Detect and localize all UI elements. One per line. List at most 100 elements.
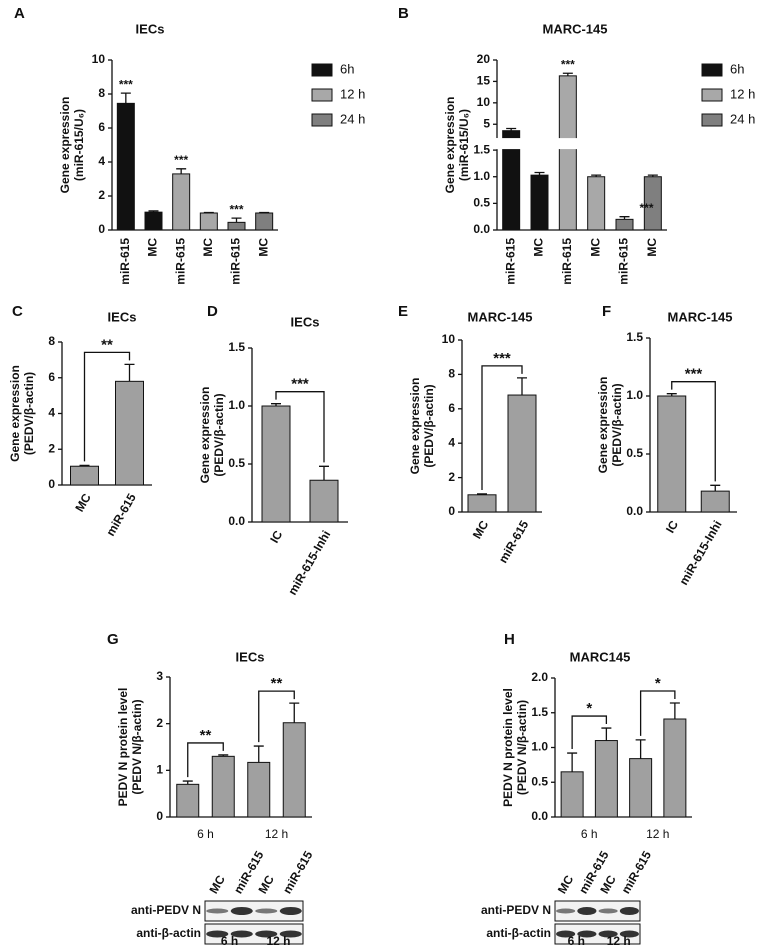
significance: *** <box>685 366 703 383</box>
x-tick-label: IC <box>663 518 681 536</box>
blot-band <box>279 930 302 938</box>
y-tick-label: 0 <box>98 222 105 236</box>
error-bar <box>182 780 193 785</box>
y-tick-label: 2 <box>98 188 105 202</box>
bar <box>594 740 618 818</box>
panel-letter: A <box>14 5 25 22</box>
blot-frame <box>204 900 304 922</box>
x-group-label: 12 h <box>265 827 288 841</box>
error-bar <box>517 377 527 396</box>
blot-band <box>556 930 576 938</box>
significance-bracket <box>83 351 131 462</box>
blot-band <box>556 908 576 914</box>
bar <box>172 173 191 231</box>
x-tick-label: miR-615-Inhi <box>285 528 333 597</box>
y-tick-label: 8 <box>48 334 55 348</box>
x-tick-label: IC <box>267 528 285 546</box>
legend-swatch <box>701 63 723 77</box>
bar <box>467 494 497 513</box>
significance: *** <box>639 201 653 215</box>
x-tick-label: MC <box>532 238 546 257</box>
x-tick-label: miR-615 <box>173 238 187 285</box>
blot-band <box>577 907 597 915</box>
bar <box>261 405 291 523</box>
error-bar <box>506 127 517 131</box>
bar <box>247 761 271 818</box>
error-bar <box>120 92 131 104</box>
y-tick-label: 2.0 <box>531 670 548 684</box>
chart-title: IECs <box>108 309 137 324</box>
y-tick-label: 6 <box>448 401 455 415</box>
bar <box>309 479 339 523</box>
significance: *** <box>561 57 575 71</box>
x-tick-label: miR-615 <box>103 491 139 539</box>
significance-bracket <box>639 690 676 736</box>
error-bar <box>647 174 658 177</box>
y-tick-label: 10 <box>477 95 491 109</box>
legend-swatch <box>701 113 723 127</box>
blot-band <box>255 930 278 938</box>
bar <box>558 75 577 231</box>
blot-band <box>619 907 639 915</box>
bar <box>560 771 584 818</box>
bar <box>115 380 144 486</box>
significance: ** <box>200 727 212 744</box>
y-axis-label: Gene expression <box>8 365 22 462</box>
legend-label: 6h <box>340 61 354 76</box>
error-bar <box>289 702 300 723</box>
x-tick-label: miR-615 <box>118 238 132 285</box>
x-tick-label: miR-615 <box>503 238 517 285</box>
y-tick-label: 1 <box>156 763 163 777</box>
y-tick-label: 4 <box>98 154 105 168</box>
blot-band <box>598 930 618 938</box>
error-bar <box>601 727 612 741</box>
legend-label: 6h <box>730 61 744 76</box>
significance: *** <box>119 77 133 91</box>
blot-band <box>619 930 639 938</box>
chart-title: IECs <box>291 314 320 329</box>
y-tick-label: 1.5 <box>228 340 245 354</box>
significance: ** <box>271 675 283 692</box>
y-axis-label: PEDV N protein level <box>116 688 130 807</box>
y-tick-label: 0 <box>448 504 455 518</box>
y-tick-label: 1.0 <box>473 169 490 183</box>
error-bar <box>635 739 646 759</box>
legend-label: 12 h <box>730 86 755 101</box>
blot-row-label: anti-β-actin <box>486 926 551 940</box>
bar <box>663 718 687 818</box>
error-bar <box>231 217 242 223</box>
axis-break <box>491 138 667 150</box>
y-tick-label: 0.5 <box>626 446 643 460</box>
y-tick-label: 0.0 <box>228 514 245 528</box>
y-tick-label: 0.5 <box>531 774 548 788</box>
bar <box>530 174 549 231</box>
blot-time-label: 12 h <box>607 934 631 948</box>
error-bar <box>253 745 264 763</box>
y-tick-label: 6 <box>48 370 55 384</box>
error-bar <box>534 171 545 176</box>
blot-time-label: 6 h <box>568 934 585 948</box>
y-tick-label: 2 <box>448 470 455 484</box>
chart-title: MARC145 <box>570 649 631 664</box>
x-tick-label: MC <box>645 238 659 257</box>
bar <box>144 211 163 231</box>
blot-band <box>230 907 253 915</box>
legend-label: 12 h <box>340 86 365 101</box>
bar <box>700 490 730 513</box>
significance-bracket <box>275 391 325 463</box>
x-tick-label: miR-615 <box>229 238 243 285</box>
panel-letter: H <box>504 631 515 648</box>
x-group-label: 6 h <box>197 827 214 841</box>
y-tick-label: 1.0 <box>626 388 643 402</box>
error-bar <box>218 754 229 757</box>
x-tick-label: miR-615 <box>560 238 574 285</box>
y-tick-label: 8 <box>448 367 455 381</box>
blot-band <box>279 907 302 915</box>
y-axis-label: Gene expression <box>596 377 610 474</box>
blot-row-label: anti-β-actin <box>136 926 201 940</box>
panel-letter: F <box>602 303 611 320</box>
error-bar <box>477 493 487 495</box>
x-tick-label: MC <box>72 491 94 514</box>
y-tick-label: 6 <box>98 120 105 134</box>
chart-title: IECs <box>236 649 265 664</box>
